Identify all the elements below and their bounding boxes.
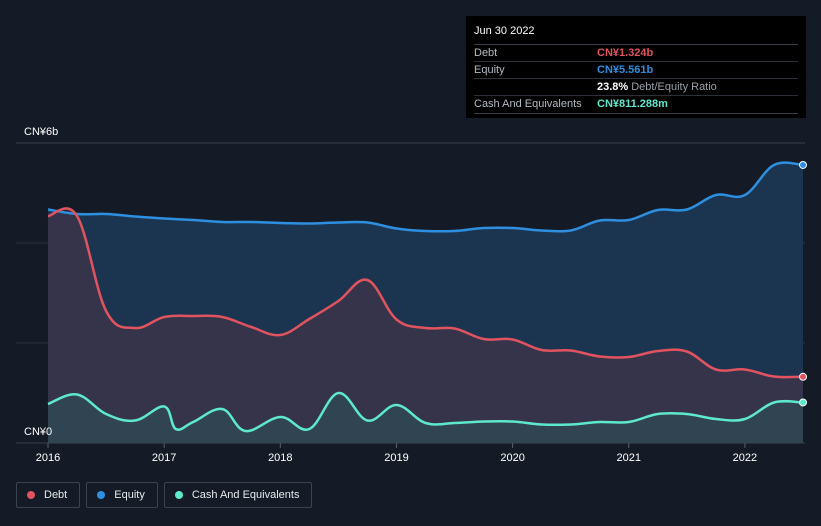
- tooltip-label: Cash And Equivalents: [474, 98, 582, 110]
- cash-and-equivalents-area: [48, 392, 803, 443]
- legend-label-equity: Equity: [114, 489, 145, 501]
- tooltip-label: [474, 79, 597, 95]
- chart-legend: Debt Equity Cash And Equivalents: [16, 482, 313, 508]
- tooltip-ratio-value: 23.8%: [597, 81, 629, 93]
- tooltip-date: Jun 30 2022: [474, 22, 798, 45]
- y-axis-bottom-label: CN¥0: [24, 426, 52, 438]
- tooltip-debt-value: CN¥1.324b: [597, 47, 654, 59]
- x-tick-label-2016: 2016: [36, 452, 60, 464]
- legend-item-cash[interactable]: Cash And Equivalents: [163, 482, 313, 508]
- tooltip-row-cash: Cash And Equivalents CN¥811.288m: [474, 96, 798, 114]
- tooltip-panel: Jun 30 2022 Debt CN¥1.324b Equity CN¥5.5…: [466, 16, 806, 118]
- x-tick-label-2021: 2021: [617, 452, 641, 464]
- cash-and-equivalents-end-point[interactable]: [799, 398, 807, 407]
- tooltip-label: Equity: [474, 64, 505, 76]
- x-tick-label-2017: 2017: [152, 452, 176, 464]
- equity-dot-icon: [97, 491, 106, 499]
- tooltip-cash-value: CN¥811.288m: [597, 98, 668, 110]
- x-tick-label-2020: 2020: [500, 452, 524, 464]
- debt-end-point[interactable]: [799, 372, 807, 381]
- equity-line: [47, 161, 804, 233]
- tooltip-row-debt: Debt CN¥1.324b: [474, 45, 798, 62]
- debt-line: [47, 207, 804, 379]
- x-tick-label-2022: 2022: [733, 452, 757, 464]
- debt-area: [48, 208, 803, 443]
- y-axis-top-label: CN¥6b: [24, 126, 58, 138]
- tooltip-ratio-label: Debt/Equity Ratio: [631, 81, 717, 93]
- cash-and-equivalents-line: [47, 391, 804, 433]
- cash-dot-icon: [174, 491, 183, 499]
- tooltip-row-ratio: 23.8% Debt/Equity Ratio: [474, 79, 798, 96]
- tooltip-equity-value: CN¥5.561b: [597, 64, 654, 76]
- legend-label-cash: Cash And Equivalents: [191, 489, 300, 501]
- legend-item-equity[interactable]: Equity: [86, 482, 158, 508]
- tooltip-label: Debt: [474, 47, 498, 59]
- x-tick-label-2019: 2019: [384, 452, 408, 464]
- equity-end-point[interactable]: [799, 160, 807, 169]
- legend-label-debt: Debt: [44, 489, 68, 501]
- legend-item-debt[interactable]: Debt: [16, 482, 81, 508]
- tooltip-row-equity: Equity CN¥5.561b: [474, 62, 798, 79]
- x-tick-label-2018: 2018: [268, 452, 292, 464]
- debt-dot-icon: [27, 491, 35, 499]
